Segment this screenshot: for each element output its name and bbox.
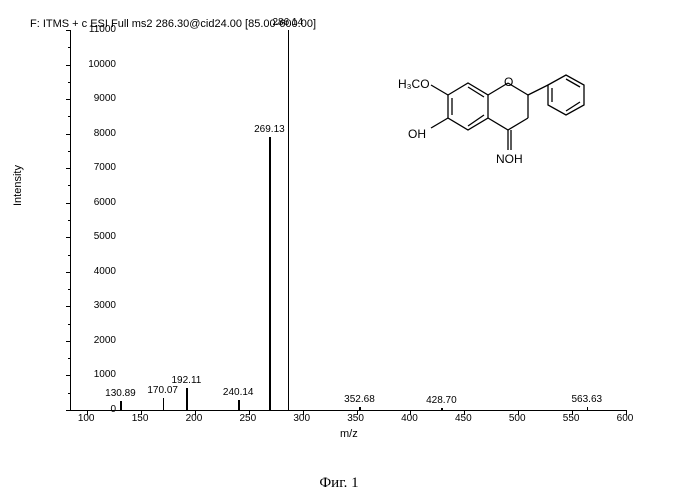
- x-tick-label: 450: [455, 413, 472, 424]
- peak: [288, 30, 290, 410]
- molecule-structure: O H₃CO OH NOH: [398, 50, 618, 180]
- y-tick-label: 1000: [76, 369, 116, 380]
- peak-label: 563.63: [572, 394, 603, 405]
- peak: [587, 407, 589, 410]
- oxime-label: NOH: [496, 152, 523, 166]
- x-tick-label: 250: [239, 413, 256, 424]
- peak-label: 192.11: [172, 375, 202, 386]
- x-tick-label: 500: [509, 413, 526, 424]
- peak: [120, 401, 122, 410]
- y-tick-label: 9000: [76, 93, 116, 104]
- peak-label: 428.70: [426, 395, 457, 406]
- x-tick-label: 550: [563, 413, 580, 424]
- y-axis-label: Intensity: [12, 165, 24, 206]
- peak: [359, 407, 361, 410]
- x-tick-label: 300: [293, 413, 310, 424]
- svg-text:O: O: [504, 75, 513, 89]
- y-tick-label: 7000: [76, 162, 116, 173]
- peak-label: 130.89: [105, 388, 136, 399]
- x-tick-label: 150: [132, 413, 149, 424]
- peak-label: 352.68: [344, 394, 375, 405]
- y-tick-label: 6000: [76, 197, 116, 208]
- y-tick-label: 3000: [76, 300, 116, 311]
- y-tick-label: 5000: [76, 231, 116, 242]
- peak: [238, 400, 240, 410]
- y-tick-label: 10000: [76, 59, 116, 70]
- x-axis-label: m/z: [340, 428, 358, 440]
- peak: [186, 388, 188, 410]
- x-tick-label: 100: [78, 413, 95, 424]
- y-tick-label: 4000: [76, 266, 116, 277]
- x-tick-label: 200: [186, 413, 203, 424]
- figure-caption: Фиг. 1: [319, 475, 358, 492]
- peak: [269, 137, 271, 410]
- x-tick-label: 600: [617, 413, 634, 424]
- peak-label: 269.13: [254, 124, 285, 135]
- y-tick-label: 8000: [76, 128, 116, 139]
- x-tick-label: 350: [347, 413, 364, 424]
- peak-label: 286.14: [272, 17, 303, 28]
- figure-page: F: ITMS + c ESI Full ms2 286.30@cid24.00…: [0, 0, 678, 500]
- peak: [441, 408, 443, 410]
- peak: [163, 398, 165, 410]
- x-tick-label: 400: [401, 413, 418, 424]
- y-tick-label: 11000: [76, 24, 116, 35]
- methoxy-label: H₃CO: [398, 77, 430, 91]
- peak-label: 170.07: [147, 385, 178, 396]
- peak-label: 240.14: [223, 387, 254, 398]
- y-tick-label: 2000: [76, 335, 116, 346]
- hydroxy-label: OH: [408, 127, 426, 141]
